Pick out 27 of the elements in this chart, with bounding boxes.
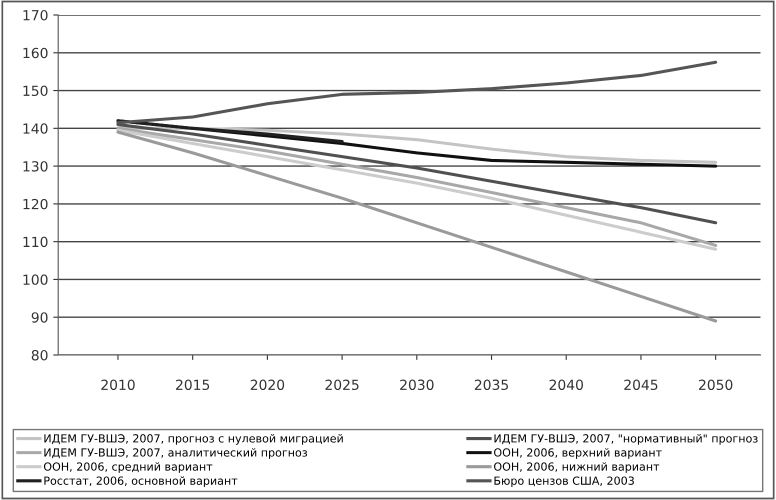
legend-label: ООН, 2006, средний вариант [44, 462, 212, 473]
x-tick-label: 2010 [101, 380, 135, 390]
legend-label: ИДЕМ ГУ-ВШЭ, 2007, аналитический прогноз [44, 448, 308, 459]
y-tick-label: 150 [23, 86, 48, 96]
y-tick-label: 140 [23, 123, 48, 134]
legend-label: Росстат, 2006, основной вариант [44, 476, 238, 487]
y-tick-label: 80 [32, 350, 48, 360]
x-tick-label: 2025 [325, 380, 359, 390]
legend-label: ООН, 2006, верхний вариант [494, 448, 662, 459]
y-tick-label: 110 [23, 236, 48, 248]
y-tick-label: 120 [23, 198, 48, 210]
legend-label: ИДЕМ ГУ-ВШЭ, 2007, прогноз с нулевой миграцией [44, 434, 343, 445]
y-tick-label: 90 [32, 312, 48, 323]
x-tick-label: 2030 [400, 380, 434, 390]
legend-label: ИДЕМ ГУ-ВШЭ, 2007, "нормативный" прогноз [494, 434, 758, 445]
legend-label: ООН, 2006, нижний вариант [494, 462, 660, 473]
x-tick-label: 2050 [699, 380, 732, 390]
x-tick-label: 2035 [474, 380, 508, 390]
x-tick-label: 2040 [550, 380, 583, 390]
y-tick-label: 170 [23, 10, 48, 20]
y-tick-label: 160 [23, 48, 48, 58]
legend-label: Бюро цензов США, 2003 [494, 476, 634, 487]
x-tick-label: 2020 [250, 380, 284, 390]
y-tick-label: 130 [23, 161, 48, 172]
y-tick-label: 100 [23, 274, 48, 285]
x-tick-label: 2015 [176, 380, 210, 390]
x-tick-label: 2045 [624, 380, 658, 390]
